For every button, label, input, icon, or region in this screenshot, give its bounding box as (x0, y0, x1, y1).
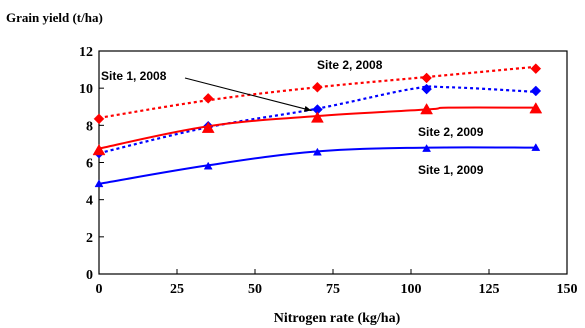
series-3 (94, 143, 541, 188)
series-layer (92, 63, 543, 188)
data-point (202, 93, 214, 104)
x-tick-label: 125 (479, 282, 500, 297)
y-tick-label: 8 (86, 119, 93, 134)
annotation-layer: Site 2, 2008 Site 1, 2008 Site 2, 2009 Site… (101, 58, 484, 177)
data-point (312, 147, 322, 156)
series-line (98, 106, 536, 150)
data-point (94, 179, 104, 188)
series-annotation: Site 1, 2009 (418, 163, 484, 177)
x-tick-label: 150 (557, 282, 578, 297)
plot-frame (98, 50, 568, 275)
data-point (312, 81, 323, 93)
series-annotation: Site 2, 2009 (418, 125, 484, 139)
x-tick-label: 25 (170, 282, 184, 297)
data-point (531, 143, 541, 151)
x-tick-label: 75 (326, 282, 340, 297)
series-0 (93, 63, 542, 125)
data-point (420, 103, 434, 115)
data-point (530, 63, 542, 75)
data-point (422, 144, 432, 152)
plot-area (98, 50, 568, 275)
data-point (530, 85, 542, 97)
data-point (310, 111, 324, 123)
data-point (529, 102, 543, 114)
x-tick-label: 0 (96, 282, 103, 297)
data-point (93, 113, 105, 125)
series-line (98, 65, 536, 119)
y-axis-label: Grain yield (t/ha) (6, 10, 103, 25)
series-annotation: Site 1, 2008 (101, 69, 167, 83)
y-tick-label: 12 (79, 45, 93, 60)
x-tick-label: 50 (248, 282, 262, 297)
y-tick-label: 10 (79, 82, 93, 97)
y-tick-label: 0 (86, 268, 93, 283)
data-point (92, 143, 106, 156)
y-tick-label: 4 (86, 194, 93, 209)
annotation-arrow (184, 77, 312, 112)
data-point (201, 121, 215, 133)
y-tick-label: 6 (86, 157, 93, 172)
data-point (203, 161, 213, 170)
y-tick-label: 2 (86, 231, 93, 246)
x-tick-label: 100 (401, 282, 422, 297)
series-annotation: Site 2, 2008 (317, 58, 383, 72)
x-axis-label: Nitrogen rate (kg/ha) (274, 311, 401, 326)
axis-ticks: 0 2 4 6 8 10 12 0 25 50 75 100 125 150 (79, 45, 578, 297)
data-point (421, 72, 432, 84)
series-2 (92, 102, 543, 156)
data-point (421, 83, 432, 95)
